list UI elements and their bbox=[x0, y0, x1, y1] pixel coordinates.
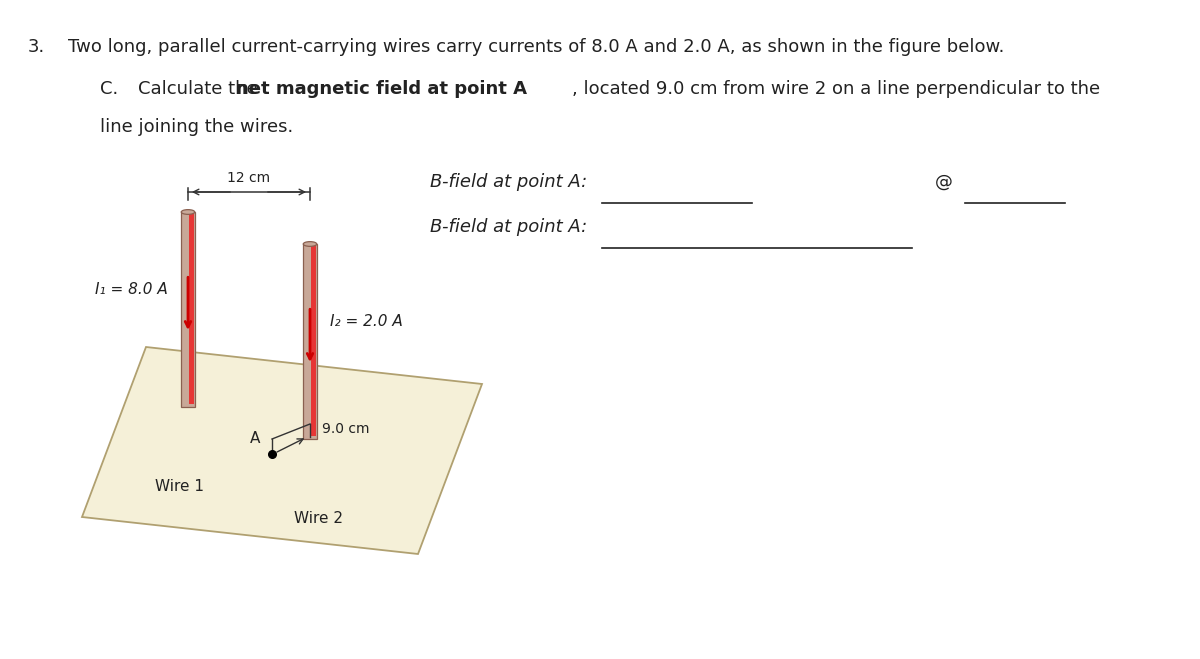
Bar bbox=[190, 408, 194, 468]
Text: I₁ = 8.0 A: I₁ = 8.0 A bbox=[95, 283, 168, 297]
Text: 9.0 cm: 9.0 cm bbox=[322, 422, 370, 436]
Bar bbox=[190, 213, 194, 404]
Text: B-field at point A:: B-field at point A: bbox=[430, 218, 587, 236]
Bar bbox=[181, 407, 194, 469]
Bar bbox=[304, 244, 317, 439]
Text: I₂ = 2.0 A: I₂ = 2.0 A bbox=[330, 314, 403, 330]
Text: B-field at point A:: B-field at point A: bbox=[430, 173, 587, 191]
Ellipse shape bbox=[304, 242, 317, 246]
Bar bbox=[311, 440, 317, 500]
Text: line joining the wires.: line joining the wires. bbox=[100, 118, 293, 136]
Text: Wire 1: Wire 1 bbox=[156, 479, 204, 494]
Text: net magnetic field at point A: net magnetic field at point A bbox=[236, 80, 527, 98]
Text: A: A bbox=[250, 431, 260, 446]
Text: @: @ bbox=[935, 173, 953, 191]
Bar bbox=[181, 212, 194, 407]
Text: 3.: 3. bbox=[28, 38, 46, 56]
Polygon shape bbox=[82, 347, 482, 554]
Text: 12 cm: 12 cm bbox=[228, 171, 270, 185]
Text: Calculate the: Calculate the bbox=[138, 80, 263, 98]
Bar bbox=[304, 439, 317, 501]
Ellipse shape bbox=[181, 210, 194, 214]
Text: Two long, parallel current-carrying wires carry currents of 8.0 A and 2.0 A, as : Two long, parallel current-carrying wire… bbox=[68, 38, 1004, 56]
Text: , located 9.0 cm from wire 2 on a line perpendicular to the: , located 9.0 cm from wire 2 on a line p… bbox=[572, 80, 1100, 98]
Text: C.: C. bbox=[100, 80, 119, 98]
Text: Wire 2: Wire 2 bbox=[294, 511, 342, 526]
Bar bbox=[311, 245, 317, 436]
